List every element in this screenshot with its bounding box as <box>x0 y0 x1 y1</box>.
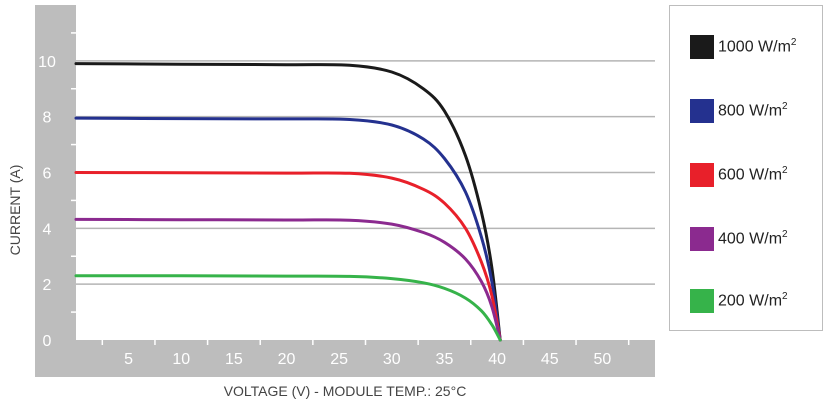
legend-label-200: 200 W/m2 <box>718 291 788 310</box>
series-line-3 <box>74 217 502 342</box>
legend-swatch-800 <box>690 99 714 123</box>
x-tick-label: 20 <box>278 351 296 368</box>
legend-swatch-200 <box>690 289 714 313</box>
series-line-1 <box>74 116 502 342</box>
legend-item-800: 800 W/m2 <box>690 97 788 125</box>
x-tick-label: 45 <box>541 351 559 368</box>
legend-swatch-600 <box>690 163 714 187</box>
y-tick-label: 8 <box>43 110 52 127</box>
x-tick-label: 25 <box>330 351 348 368</box>
x-axis-ticks: 5 10 15 20 25 30 35 40 45 50 <box>101 340 630 368</box>
x-tick-label: 50 <box>593 351 611 368</box>
legend-item-600: 600 W/m2 <box>690 161 788 189</box>
x-tick-label: 40 <box>488 351 506 368</box>
legend-item-200: 200 W/m2 <box>690 287 788 315</box>
y-axis-label: CURRENT (A) <box>7 165 23 256</box>
y-tick-label: 6 <box>43 166 52 183</box>
legend-swatch-1000 <box>690 35 714 59</box>
y-tick-label: 2 <box>43 277 52 294</box>
legend-label-600: 600 W/m2 <box>718 165 788 184</box>
legend-label-800: 800 W/m2 <box>718 101 788 120</box>
legend-swatch-400 <box>690 227 714 251</box>
y-tick-label: 4 <box>43 221 52 238</box>
x-tick-label: 10 <box>172 351 190 368</box>
y-tick-label: 0 <box>43 333 52 350</box>
x-tick-label: 15 <box>225 351 243 368</box>
series-line-4 <box>74 274 502 342</box>
y-tick-label: 10 <box>38 54 56 71</box>
series-lines <box>74 62 502 342</box>
legend-label-400: 400 W/m2 <box>718 229 788 248</box>
x-tick-label: 35 <box>436 351 454 368</box>
x-tick-label: 30 <box>383 351 401 368</box>
x-axis-label: VOLTAGE (V) - MODULE TEMP.: 25°C <box>224 383 467 399</box>
legend-item-1000: 1000 W/m2 <box>690 33 796 61</box>
series-line-0 <box>74 62 502 342</box>
y-axis-ticks: 0 2 4 6 8 10 <box>38 32 76 350</box>
grid-lines <box>76 60 655 285</box>
series-line-2 <box>74 171 502 342</box>
legend-item-400: 400 W/m2 <box>690 225 788 253</box>
x-tick-label: 5 <box>124 351 133 368</box>
legend: 1000 W/m2 800 W/m2 600 W/m2 400 W/m2 200… <box>669 5 823 331</box>
legend-label-1000: 1000 W/m2 <box>718 37 797 56</box>
